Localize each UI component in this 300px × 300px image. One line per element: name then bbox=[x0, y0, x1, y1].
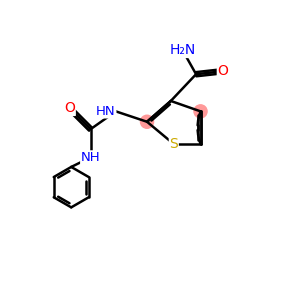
Text: O: O bbox=[64, 101, 75, 116]
Text: H₂N: H₂N bbox=[169, 44, 196, 57]
Text: NH: NH bbox=[81, 151, 100, 164]
Text: HN: HN bbox=[96, 105, 116, 118]
Text: O: O bbox=[218, 64, 228, 78]
Circle shape bbox=[140, 115, 154, 128]
Text: S: S bbox=[169, 137, 178, 151]
Circle shape bbox=[194, 105, 207, 118]
